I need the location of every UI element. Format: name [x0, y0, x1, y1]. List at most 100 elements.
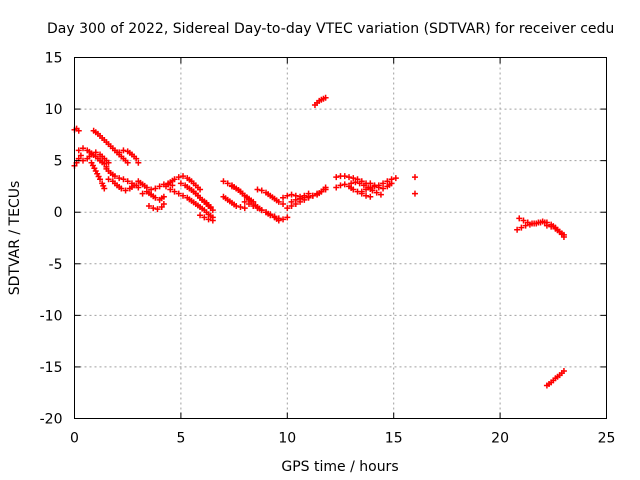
- y-tick-label: 10: [45, 102, 63, 118]
- data-point-marker: [135, 184, 142, 191]
- chart-title: Day 300 of 2022, Sidereal Day-to-day VTE…: [47, 21, 614, 37]
- data-point-marker: [92, 149, 99, 156]
- data-point-marker: [371, 182, 378, 189]
- data-point-marker: [518, 224, 525, 231]
- data-point-marker: [305, 193, 312, 200]
- data-point-marker: [358, 188, 365, 195]
- data-point-marker: [177, 180, 184, 187]
- data-point-marker: [288, 191, 295, 198]
- data-point-marker: [350, 175, 357, 182]
- data-point-marker: [254, 205, 261, 212]
- data-point-marker: [548, 223, 555, 230]
- y-tick-label: -20: [40, 412, 63, 428]
- data-point-marker: [201, 214, 208, 221]
- data-point-marker: [280, 216, 287, 223]
- data-point-marker: [135, 159, 142, 166]
- data-point-marker: [360, 182, 367, 189]
- y-tick-label: 5: [54, 154, 63, 170]
- data-point-marker: [241, 205, 248, 212]
- data-point-marker: [516, 215, 523, 222]
- data-point-marker: [375, 184, 382, 191]
- grid: [74, 57, 607, 419]
- data-point-marker: [101, 185, 108, 192]
- data-point-marker: [350, 186, 357, 193]
- data-point-marker: [297, 195, 304, 202]
- data-point-marker: [111, 173, 118, 180]
- data-point-marker: [97, 176, 104, 183]
- data-point-marker: [541, 219, 548, 226]
- data-point-marker: [333, 174, 340, 181]
- x-tick-label: 25: [598, 431, 616, 447]
- data-point-marker: [156, 183, 163, 190]
- y-tick-label: -5: [49, 257, 63, 273]
- data-point-marker: [348, 180, 355, 187]
- data-point-marker: [145, 203, 152, 210]
- data-point-marker: [118, 185, 125, 192]
- plot-frame: [74, 57, 607, 419]
- data-point-marker: [520, 217, 527, 224]
- data-point-marker: [533, 220, 540, 227]
- data-point-marker: [150, 205, 157, 212]
- data-point-marker: [354, 176, 361, 183]
- data-point-marker: [128, 180, 135, 187]
- data-point-marker: [124, 178, 131, 185]
- data-point-marker: [160, 193, 167, 200]
- data-point-marker: [75, 127, 82, 134]
- x-tick-label: 0: [70, 431, 79, 447]
- data-point-marker: [197, 212, 204, 219]
- data-point-marker: [167, 186, 174, 193]
- data-marks: [71, 94, 567, 389]
- x-tick-label: 10: [278, 431, 296, 447]
- data-point-marker: [337, 182, 344, 189]
- axis-ticks: 0 5 10 15 20 25 -20 -15 -10 -5 0 5 10 15: [40, 51, 616, 447]
- data-point-marker: [101, 160, 108, 167]
- y-tick-label: 0: [54, 205, 63, 221]
- data-point-marker: [524, 219, 531, 226]
- data-point-marker: [233, 203, 240, 210]
- data-point-marker: [292, 196, 299, 203]
- data-point-marker: [384, 178, 391, 185]
- data-point-marker: [175, 174, 182, 181]
- data-point-marker: [120, 147, 127, 154]
- x-tick-label: 15: [385, 431, 403, 447]
- data-point-marker: [237, 204, 244, 211]
- data-point-marker: [380, 185, 387, 192]
- data-point-marker: [197, 186, 204, 193]
- data-point-marker: [171, 188, 178, 195]
- data-point-marker: [258, 187, 265, 194]
- data-point-marker: [228, 183, 235, 190]
- data-point-marker: [543, 222, 550, 229]
- data-point-marker: [275, 217, 282, 224]
- data-point-marker: [209, 207, 216, 214]
- data-point-marker: [180, 192, 187, 199]
- y-tick-label: -10: [40, 308, 63, 324]
- data-point-marker: [392, 175, 399, 182]
- data-point-marker: [224, 180, 231, 187]
- data-point-marker: [175, 190, 182, 197]
- data-point-marker: [367, 193, 374, 200]
- data-point-marker: [77, 152, 84, 159]
- data-point-marker: [154, 206, 161, 213]
- data-point-marker: [120, 176, 127, 183]
- data-point-marker: [133, 155, 140, 162]
- data-point-marker: [160, 200, 167, 207]
- data-point-marker: [333, 184, 340, 191]
- data-point-marker: [88, 151, 95, 158]
- data-point-marker: [341, 181, 348, 188]
- data-point-marker: [116, 149, 123, 156]
- data-point-marker: [514, 226, 521, 233]
- data-point-marker: [80, 157, 87, 164]
- data-point-marker: [171, 176, 178, 183]
- x-tick-label: 20: [491, 431, 509, 447]
- data-point-marker: [373, 189, 380, 196]
- data-point-marker: [75, 147, 82, 154]
- data-point-marker: [280, 200, 287, 207]
- data-point-marker: [152, 194, 159, 201]
- data-point-marker: [367, 180, 374, 187]
- data-point-marker: [267, 212, 274, 219]
- data-point-marker: [301, 194, 308, 201]
- data-point-marker: [180, 173, 187, 180]
- data-point-marker: [322, 184, 329, 191]
- data-point-marker: [388, 180, 395, 187]
- data-point-marker: [245, 200, 252, 207]
